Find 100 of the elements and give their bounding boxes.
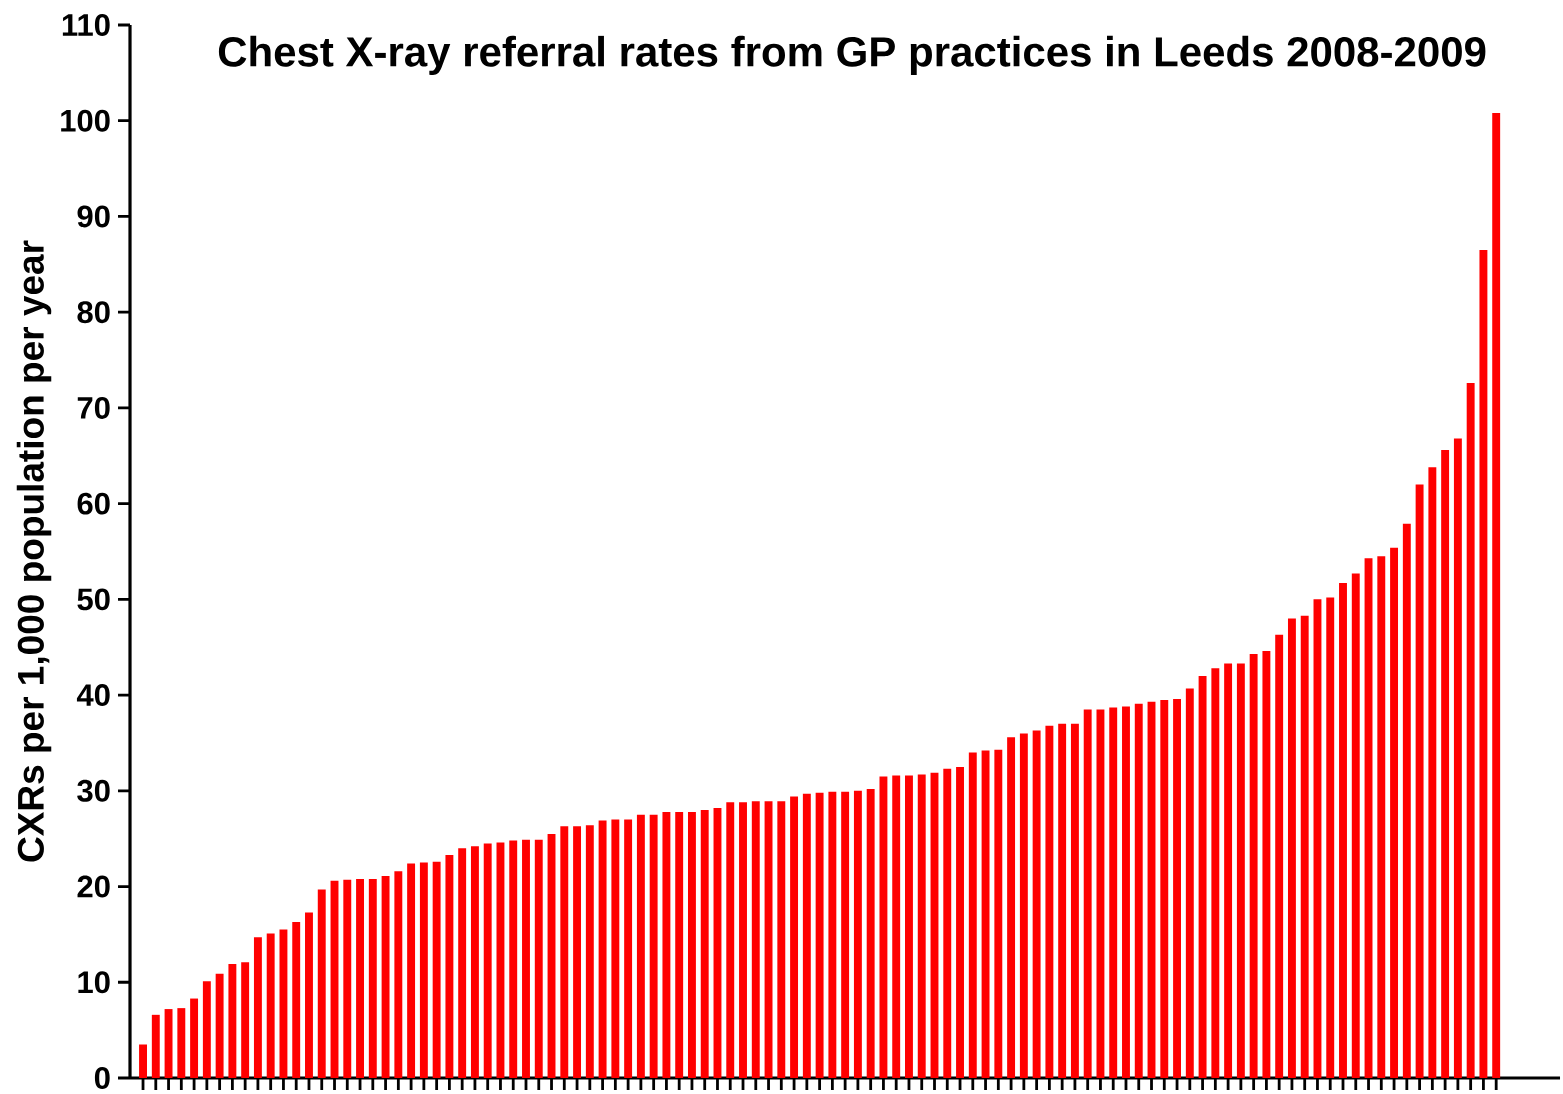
bar xyxy=(190,998,199,1078)
bar xyxy=(956,766,964,1078)
bar xyxy=(751,801,760,1078)
bar xyxy=(1287,618,1296,1078)
bar xyxy=(419,862,428,1078)
y-tick-label: 50 xyxy=(77,588,110,611)
bar xyxy=(215,973,224,1078)
bar xyxy=(1326,597,1335,1078)
bar xyxy=(1122,706,1130,1078)
bar xyxy=(394,871,403,1078)
bar xyxy=(624,819,633,1078)
bar xyxy=(139,1044,147,1078)
bar xyxy=(1479,249,1488,1078)
bar xyxy=(1428,467,1437,1078)
y-tick-label: 60 xyxy=(77,492,110,515)
bar xyxy=(1160,699,1169,1078)
bar xyxy=(432,861,441,1078)
bar xyxy=(381,876,390,1078)
bar xyxy=(483,843,492,1078)
bar xyxy=(675,811,684,1078)
bar xyxy=(1275,634,1284,1078)
bar xyxy=(573,826,582,1078)
bar xyxy=(968,752,977,1078)
bar xyxy=(1377,556,1386,1078)
bar xyxy=(841,791,850,1078)
bar xyxy=(917,774,926,1078)
bar xyxy=(1211,668,1220,1078)
bar xyxy=(1134,703,1143,1078)
bar xyxy=(1185,688,1194,1078)
bar xyxy=(1109,707,1118,1078)
y-tick-label: 10 xyxy=(78,971,110,994)
bar xyxy=(356,878,364,1078)
bar xyxy=(815,792,824,1078)
chart-title: Chest X-ray referral rates from GP practices in Leeds 2008-2009 xyxy=(218,35,1486,76)
y-tick-label: 40 xyxy=(76,684,110,707)
bar xyxy=(1058,723,1067,1078)
bar xyxy=(177,1008,186,1078)
bar xyxy=(1300,615,1309,1078)
y-tick-label: 30 xyxy=(77,779,110,802)
bar xyxy=(764,801,773,1078)
bar xyxy=(1339,583,1347,1078)
bar xyxy=(445,854,454,1078)
bar xyxy=(292,921,301,1078)
bar xyxy=(1453,438,1462,1078)
bar xyxy=(253,937,262,1078)
bar xyxy=(1019,733,1028,1078)
bar xyxy=(1415,484,1424,1078)
bar xyxy=(317,889,326,1078)
bar xyxy=(1262,651,1271,1078)
bar xyxy=(1198,675,1207,1078)
bar xyxy=(611,819,620,1078)
bar xyxy=(1032,730,1041,1078)
bar xyxy=(1045,725,1054,1078)
bar xyxy=(1441,450,1450,1078)
bar xyxy=(866,788,875,1078)
bar xyxy=(853,790,862,1078)
bar xyxy=(739,802,747,1078)
bar xyxy=(560,826,569,1078)
bar xyxy=(1070,723,1079,1078)
bar xyxy=(534,839,543,1078)
bar xyxy=(879,776,888,1078)
y-tick-label: 100 xyxy=(61,109,110,132)
bar xyxy=(777,801,786,1078)
bar xyxy=(662,811,671,1078)
bar xyxy=(1224,663,1233,1078)
bar xyxy=(585,825,594,1078)
bar xyxy=(1492,113,1501,1078)
bar xyxy=(943,768,952,1078)
bar xyxy=(636,814,645,1078)
bar xyxy=(649,814,658,1078)
bar xyxy=(726,802,735,1078)
bar xyxy=(1351,573,1360,1078)
bar xyxy=(266,933,275,1078)
bar xyxy=(228,964,237,1078)
bar xyxy=(279,929,288,1078)
bar xyxy=(1236,663,1245,1078)
bar xyxy=(598,820,607,1078)
bar xyxy=(522,839,530,1078)
bar xyxy=(700,809,709,1078)
bar xyxy=(509,840,518,1078)
bar xyxy=(892,775,901,1078)
bar xyxy=(1173,698,1181,1078)
y-tick-label: 90 xyxy=(77,205,110,228)
bar xyxy=(343,879,352,1078)
bar xyxy=(202,981,211,1078)
bar xyxy=(368,878,377,1078)
bar xyxy=(1466,383,1475,1078)
bar xyxy=(687,811,696,1078)
bar xyxy=(1007,737,1016,1078)
bar xyxy=(981,750,990,1078)
bar xyxy=(241,962,250,1078)
y-tick-label: 0 xyxy=(94,1067,110,1089)
y-tick-label: 110 xyxy=(62,14,110,36)
bar xyxy=(1249,653,1258,1078)
bar xyxy=(905,775,913,1078)
bar xyxy=(151,1014,160,1078)
bar xyxy=(1390,547,1399,1078)
bar xyxy=(994,749,1003,1078)
bar xyxy=(164,1009,173,1078)
bar xyxy=(790,796,799,1078)
